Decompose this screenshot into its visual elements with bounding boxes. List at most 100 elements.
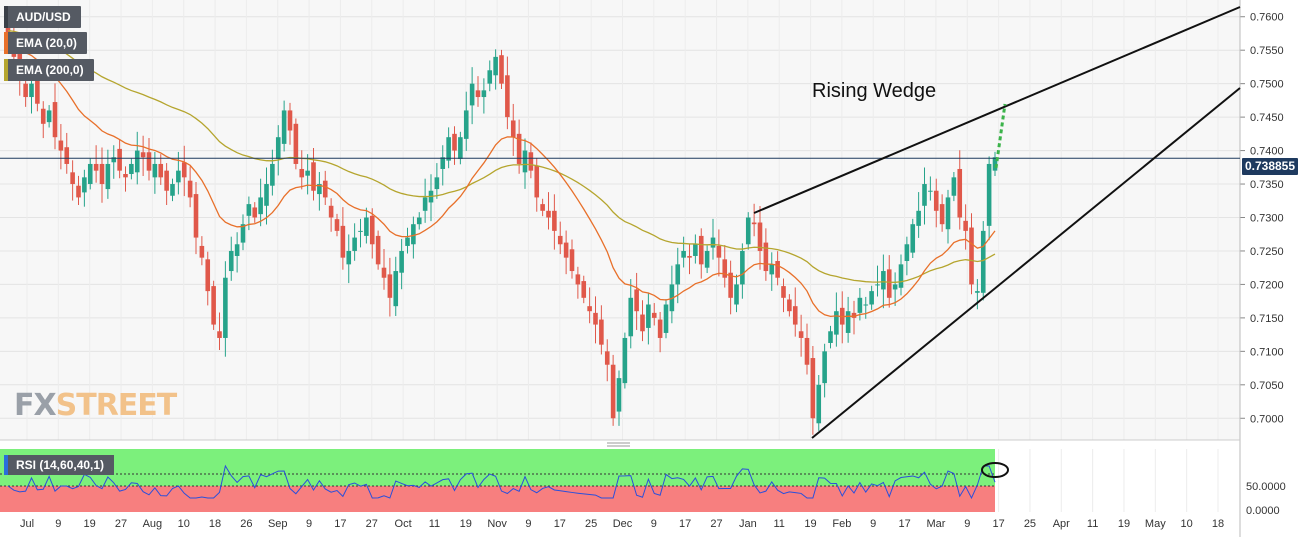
- candle-body: [687, 255, 692, 258]
- candle-body: [487, 70, 493, 84]
- candle-body: [681, 250, 686, 258]
- pattern-annotation: Rising Wedge: [812, 80, 937, 102]
- x-tick-label: 11: [1087, 518, 1098, 530]
- candle-body: [710, 237, 716, 248]
- candle-body: [281, 110, 287, 144]
- candle-body: [634, 289, 639, 312]
- candle-body: [405, 237, 410, 246]
- candle-body: [910, 224, 916, 253]
- candle-body: [334, 219, 340, 231]
- candle-body: [275, 137, 281, 159]
- candle-body: [792, 306, 798, 325]
- x-tick-label: 17: [679, 518, 691, 530]
- candle-body: [35, 76, 40, 104]
- candle-body: [863, 304, 869, 306]
- candle-body: [828, 331, 833, 343]
- candle-body: [563, 242, 569, 258]
- candle-body: [240, 224, 246, 243]
- candle-body: [246, 204, 252, 216]
- y-tick-label: 0.7400: [1250, 146, 1284, 158]
- legend-ema20[interactable]: EMA (20,0): [4, 32, 87, 54]
- candle-body: [704, 250, 710, 268]
- candle-body: [23, 83, 28, 98]
- rsi-legend[interactable]: RSI (14,60,40,1): [4, 455, 115, 475]
- candle-body: [657, 319, 663, 338]
- ema200-label: EMA (200,0): [16, 63, 84, 77]
- y-tick-label: 0.7450: [1250, 112, 1284, 124]
- candle-body: [875, 284, 880, 286]
- candle-body: [87, 163, 93, 185]
- candle-body: [810, 358, 816, 419]
- candle-body: [305, 170, 310, 176]
- candle-body: [387, 274, 393, 298]
- candle-body: [446, 137, 451, 161]
- x-tick-label: 11: [429, 518, 440, 530]
- candle-body: [58, 140, 64, 151]
- price-axis-bg: [1240, 0, 1315, 537]
- x-tick-label: May: [1145, 518, 1166, 530]
- candle-body: [628, 297, 634, 337]
- candle-body: [975, 291, 980, 293]
- candle-body: [881, 271, 886, 290]
- x-tick-label: 10: [178, 518, 190, 530]
- ema200-line: [7, 29, 996, 283]
- candle-body: [939, 204, 945, 225]
- legend-symbol[interactable]: AUD/USD: [4, 6, 81, 28]
- candle-body: [604, 351, 610, 365]
- candle-body: [546, 210, 551, 218]
- candle-body: [299, 168, 305, 178]
- candle-body: [493, 56, 498, 76]
- x-tick-label: 9: [964, 518, 970, 530]
- candle-body: [916, 210, 921, 226]
- x-tick-label: Aug: [143, 518, 163, 530]
- candle-body: [886, 269, 892, 298]
- x-tick-label: 10: [1181, 518, 1193, 530]
- candle-body: [610, 364, 616, 419]
- candle-body: [575, 274, 581, 285]
- x-tick-label: 17: [554, 518, 566, 530]
- candle-body: [293, 123, 299, 164]
- candle-body: [346, 250, 352, 265]
- candle-body: [775, 261, 780, 278]
- x-tick-label: Nov: [487, 518, 507, 530]
- candle-body: [722, 259, 728, 278]
- candle-body: [364, 217, 369, 236]
- candle-body: [375, 235, 381, 265]
- candle-body: [176, 170, 181, 183]
- candle-body: [933, 190, 939, 211]
- y-tick-label: 0.7250: [1250, 246, 1284, 258]
- candle-body: [963, 220, 968, 231]
- candle-body: [957, 168, 963, 218]
- y-tick-label: 0.7350: [1250, 179, 1284, 191]
- candle-body: [569, 249, 575, 272]
- candle-body: [986, 163, 992, 226]
- x-tick-label: Oct: [395, 518, 412, 530]
- candle-body: [969, 227, 974, 285]
- candle-body: [693, 244, 698, 256]
- legend-ema200[interactable]: EMA (200,0): [4, 59, 94, 81]
- candle-body: [928, 190, 933, 192]
- candle-body: [557, 235, 563, 245]
- candle-body: [475, 90, 481, 98]
- candle-body: [258, 197, 263, 215]
- wedge-lower-line: [811, 87, 1241, 439]
- candle-body: [581, 281, 587, 298]
- candle-body: [745, 217, 751, 245]
- candle-body: [499, 55, 504, 84]
- x-tick-label: Sep: [268, 518, 288, 530]
- candle-body: [540, 204, 545, 211]
- x-tick-label: Feb: [832, 518, 851, 530]
- candle-body: [798, 331, 804, 338]
- ema20-line: [7, 42, 996, 318]
- candle-body: [311, 162, 316, 191]
- candle-body: [698, 235, 704, 265]
- x-tick-label: 9: [525, 518, 531, 530]
- y-tick-label: 0.7550: [1250, 45, 1284, 57]
- candle-body: [822, 351, 827, 384]
- candle-body: [816, 384, 822, 424]
- x-tick-label: 17: [992, 518, 1004, 530]
- x-tick-label: 18: [1212, 518, 1224, 530]
- candle-body: [857, 297, 863, 313]
- candle-body: [111, 157, 117, 163]
- x-tick-label: 25: [1024, 518, 1036, 530]
